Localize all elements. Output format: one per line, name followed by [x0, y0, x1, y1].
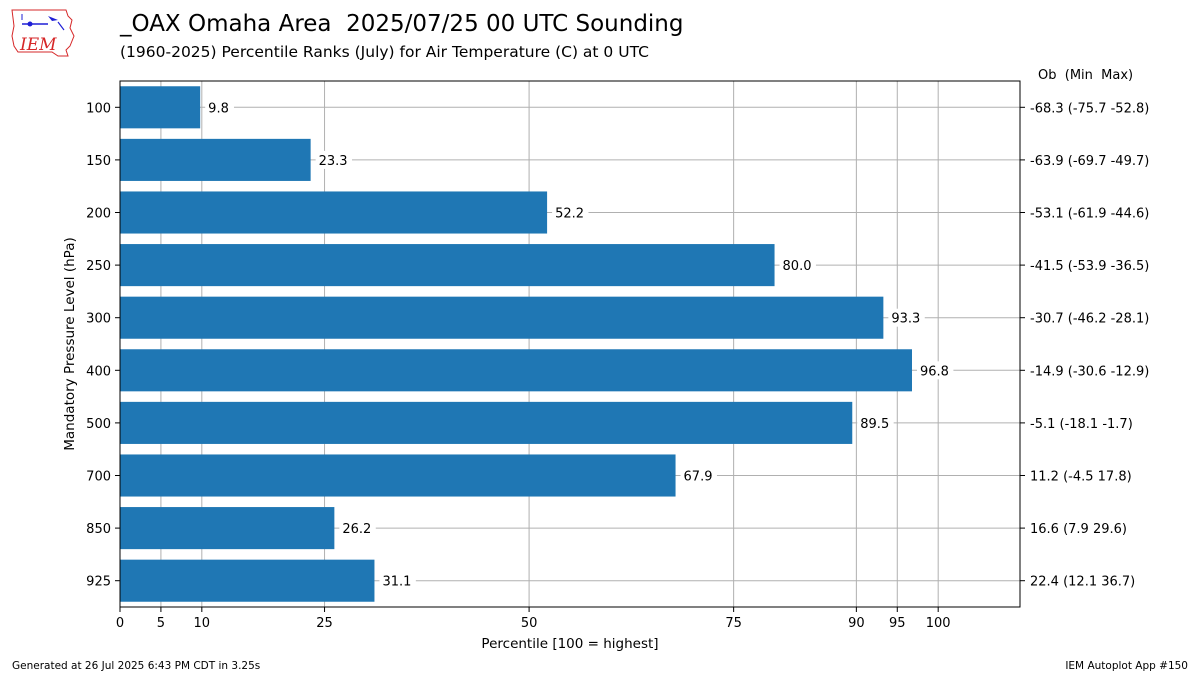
y-axis: 100 150 200 250 300 400 500 700 850 925 [86, 101, 120, 590]
y-tick-label: 250 [86, 259, 111, 274]
right-label: -41.5 (-53.9 -36.5) [1030, 259, 1149, 274]
value-label-bg [888, 308, 925, 327]
y-tick-label: 200 [86, 207, 111, 222]
x-tick-label: 90 [848, 616, 865, 631]
y-axis-label: Mandatory Pressure Level (hPa) [62, 237, 78, 450]
right-label: -53.1 (-61.9 -44.6) [1030, 207, 1149, 222]
right-label: 16.6 (7.9 29.6) [1030, 522, 1127, 537]
right-label: -5.1 (-18.1 -1.7) [1030, 417, 1133, 432]
x-tick-label: 10 [194, 616, 211, 631]
y-tick-label: 700 [86, 470, 111, 485]
bar-400 [120, 349, 912, 392]
right-label: -63.9 (-69.7 -49.7) [1030, 154, 1149, 169]
x-tick-label: 100 [926, 616, 951, 631]
right-label: -68.3 (-75.7 -52.8) [1030, 101, 1149, 116]
right-label: 22.4 (12.1 36.7) [1030, 575, 1135, 590]
y-tick-label: 300 [86, 312, 111, 327]
x-tick-label: 5 [157, 616, 165, 631]
bars [120, 86, 912, 602]
value-label-700: 67.9 [684, 470, 713, 485]
x-tick-label: 50 [521, 616, 538, 631]
y-tick-label: 850 [86, 522, 111, 537]
right-labels: -68.3 (-75.7 -52.8) -63.9 (-69.7 -49.7) -5… [1020, 101, 1149, 590]
right-label: -30.7 (-46.2 -28.1) [1030, 312, 1149, 327]
bar-100 [120, 86, 201, 129]
value-label-300: 93.3 [891, 312, 920, 327]
value-label-400: 96.8 [920, 364, 949, 379]
x-tick-label: 25 [316, 616, 333, 631]
logo-text: IEM [19, 35, 57, 55]
bar-500 [120, 401, 853, 444]
bar-150 [120, 138, 311, 181]
value-label-100: 9.8 [208, 101, 229, 116]
bar-300 [120, 296, 884, 339]
value-label-bg [779, 256, 816, 275]
x-tick-label: 95 [889, 616, 906, 631]
right-label: -14.9 (-30.6 -12.9) [1030, 364, 1149, 379]
value-label-bg [917, 361, 954, 380]
bar-250 [120, 244, 775, 287]
value-label-500: 89.5 [860, 417, 889, 432]
right-column-header: Ob (Min Max) [1038, 68, 1134, 83]
y-tick-label: 400 [86, 364, 111, 379]
value-label-bg [857, 413, 894, 432]
footer-app: IEM Autoplot App #150 [1065, 660, 1188, 672]
value-label-bg [315, 150, 353, 169]
value-label-250: 80.0 [783, 259, 812, 274]
value-label-bg [379, 571, 416, 590]
value-label-bg [552, 203, 589, 222]
value-label-bg [339, 519, 376, 538]
value-labels: 9.8 23.3 52.2 80.0 93.3 96.8 89.5 67.9 26.2 31.1 [205, 98, 954, 590]
y-tick-label: 500 [86, 417, 111, 432]
value-label-bg [680, 466, 717, 485]
footer-generated: Generated at 26 Jul 2025 6:43 PM CDT in … [12, 660, 261, 672]
chart-title: _OAX Omaha Area 2025/07/25 00 UTC Soundi… [120, 11, 684, 37]
chart-subtitle: (1960-2025) Percentile Ranks (July) for … [120, 43, 649, 61]
y-tick-label: 150 [86, 154, 111, 169]
iem-logo: IEM [11, 9, 75, 57]
plot-frame [119, 80, 1021, 608]
bar-200 [120, 191, 548, 234]
x-tick-label: 75 [725, 616, 742, 631]
y-tick-label: 925 [86, 575, 111, 590]
value-label-200: 52.2 [555, 207, 584, 222]
right-label: 11.2 (-4.5 17.8) [1030, 470, 1132, 485]
x-axis: 0 5 10 25 50 75 90 95 100 [116, 607, 951, 631]
value-label-850: 26.2 [342, 522, 371, 537]
value-label-925: 31.1 [382, 575, 411, 590]
bar-850 [120, 507, 335, 550]
y-tick-label: 100 [86, 101, 111, 116]
x-tick-label: 0 [116, 616, 124, 631]
bar-925 [120, 559, 375, 602]
value-label-150: 23.3 [319, 154, 348, 169]
value-label-bg [205, 98, 234, 117]
bar-700 [120, 454, 676, 497]
x-axis-label: Percentile [100 = highest] [481, 636, 658, 652]
